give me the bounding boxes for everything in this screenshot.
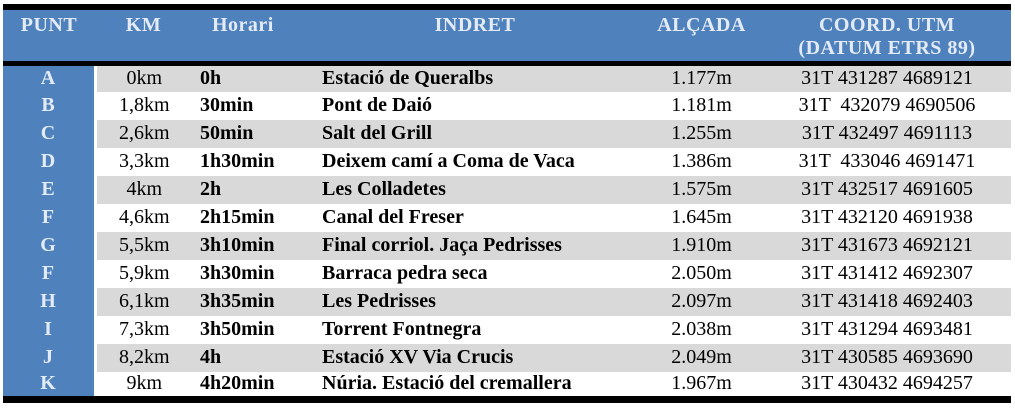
header-indret: INDRET [310, 7, 640, 66]
cell-coord: 31T 431673 4692121 [801, 234, 973, 256]
cell-punt: A [3, 63, 97, 92]
table-row: B 1,8km 30min Pont de Daió 1.181m 31T 43… [3, 91, 1011, 120]
cell-horari: 3h30min [200, 262, 275, 284]
cell-punt: C [3, 119, 97, 148]
table-row: I 7,3km 3h50min Torrent Fontnegra 2.038m… [3, 315, 1011, 344]
cell-punt: K [3, 371, 97, 400]
table-row: H 6,1km 3h35min Les Pedrisses 2.097m 31T… [3, 287, 1011, 316]
cell-horari: 2h [200, 178, 222, 200]
cell-punt: J [3, 343, 97, 372]
cell-indret: Final corriol. Jaça Pedrisses [322, 234, 562, 256]
table-header: PUNT KM Horari INDRET ALÇADA COORD. UTM … [3, 7, 1011, 66]
cell-punt: I [3, 315, 97, 344]
cell-coord: 31T 432079 4690506 [798, 94, 976, 116]
cell-alcada: 1.181m [671, 94, 732, 116]
table-row: K 9km 4h20min Núria. Estació del cremall… [3, 371, 1011, 400]
cell-indret: Torrent Fontnegra [322, 318, 482, 340]
cell-coord: 31T 432120 4691938 [801, 206, 973, 228]
cell-km: 5,5km [118, 234, 170, 256]
table-row: J 8,2km 4h Estació XV Via Crucis 2.049m … [3, 343, 1011, 372]
cell-indret: Estació de Queralbs [322, 67, 494, 90]
cell-alcada: 1.177m [671, 67, 732, 90]
cell-alcada: 1.575m [671, 178, 732, 200]
cell-coord: 31T 432497 4691113 [801, 122, 973, 144]
cell-indret: Les Colladetes [322, 178, 446, 200]
header-horari: Horari [192, 7, 310, 66]
cell-horari: 3h10min [200, 234, 275, 256]
cell-indret: Les Pedrisses [322, 290, 436, 312]
header-alcada: ALÇADA [640, 7, 763, 66]
header-coord-utm: COORD. UTM (DATUM ETRS 89) [763, 7, 1011, 66]
cell-alcada: 2.049m [671, 346, 732, 368]
cell-punt: F [3, 203, 97, 232]
cell-horari: 0h [200, 67, 222, 90]
cell-punt: F [3, 259, 97, 288]
header-row: PUNT KM Horari INDRET ALÇADA COORD. UTM … [3, 7, 1011, 66]
cell-indret: Deixem camí a Coma de Vaca [322, 150, 575, 172]
cell-alcada: 2.050m [671, 262, 732, 284]
cell-punt: G [3, 231, 97, 260]
cell-horari: 30min [200, 94, 254, 116]
cell-km: 0km [126, 67, 163, 90]
cell-alcada: 1.255m [671, 122, 732, 144]
cell-punt: B [3, 91, 97, 120]
cell-km: 1,8km [118, 94, 170, 116]
cell-punt: H [3, 287, 97, 316]
cell-horari: 2h15min [200, 206, 275, 228]
cell-horari: 3h50min [200, 318, 275, 340]
cell-km: 4km [126, 178, 163, 200]
cell-coord: 31T 431294 4693481 [801, 318, 973, 340]
table-row: G 5,5km 3h10min Final corriol. Jaça Pedr… [3, 231, 1011, 260]
cell-km: 9km [126, 372, 163, 395]
cell-km: 6,1km [118, 290, 170, 312]
table-row: F 4,6km 2h15min Canal del Freser 1.645m … [3, 203, 1011, 232]
cell-km: 7,3km [118, 318, 170, 340]
cell-alcada: 1.386m [671, 150, 732, 172]
table-row: E 4km 2h Les Colladetes 1.575m 31T 43251… [3, 175, 1011, 204]
cell-punt: E [3, 175, 97, 204]
table-body: A 0km 0h Estació de Queralbs 1.177m 31T … [3, 63, 1011, 400]
cell-indret: Estació XV Via Crucis [322, 346, 514, 368]
cell-coord: 31T 431412 4692307 [801, 262, 973, 284]
cell-km: 2,6km [118, 122, 170, 144]
cell-coord: 31T 432517 4691605 [801, 178, 973, 200]
table-row: A 0km 0h Estació de Queralbs 1.177m 31T … [3, 63, 1011, 92]
cell-horari: 1h30min [200, 150, 275, 172]
cell-alcada: 1.645m [671, 206, 732, 228]
header-punt: PUNT [3, 7, 95, 66]
cell-coord: 31T 431418 4692403 [801, 290, 973, 312]
table-row: D 3,3km 1h30min Deixem camí a Coma de Va… [3, 147, 1011, 176]
cell-indret: Barraca pedra seca [322, 262, 488, 284]
cell-alcada: 1.910m [671, 234, 732, 256]
header-coord-line2: (DATUM ETRS 89) [798, 37, 976, 59]
route-table: PUNT KM Horari INDRET ALÇADA COORD. UTM … [3, 4, 1011, 403]
header-km: KM [95, 7, 192, 66]
cell-horari: 4h [200, 346, 222, 368]
table-row: F 5,9km 3h30min Barraca pedra seca 2.050… [3, 259, 1011, 288]
cell-horari: 3h35min [200, 290, 275, 312]
cell-km: 8,2km [118, 346, 170, 368]
cell-alcada: 1.967m [671, 372, 732, 395]
cell-km: 5,9km [118, 262, 170, 284]
cell-punt: D [3, 147, 97, 176]
cell-km: 4,6km [118, 206, 170, 228]
cell-coord: 31T 431287 4689121 [801, 67, 973, 90]
cell-alcada: 2.038m [671, 318, 732, 340]
cell-km: 3,3km [118, 150, 170, 172]
cell-coord: 31T 433046 4691471 [798, 150, 976, 172]
cell-indret: Salt del Grill [322, 122, 432, 144]
cell-horari: 4h20min [200, 372, 275, 395]
cell-indret: Canal del Freser [322, 206, 464, 228]
cell-horari: 50min [200, 122, 254, 144]
cell-coord: 31T 430432 4694257 [801, 372, 973, 395]
cell-coord: 31T 430585 4693690 [801, 346, 973, 368]
header-coord-line1: COORD. UTM [818, 14, 956, 36]
cell-indret: Núria. Estació del cremallera [322, 372, 572, 395]
table-row: C 2,6km 50min Salt del Grill 1.255m 31T … [3, 119, 1011, 148]
cell-alcada: 2.097m [671, 290, 732, 312]
cell-indret: Pont de Daió [322, 94, 432, 116]
document-page: PUNT KM Horari INDRET ALÇADA COORD. UTM … [0, 4, 1015, 415]
